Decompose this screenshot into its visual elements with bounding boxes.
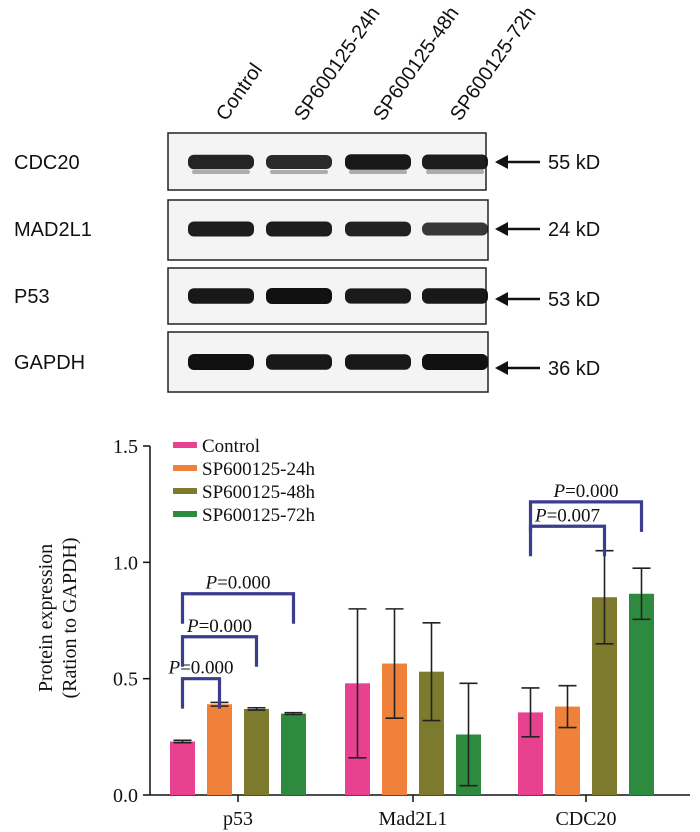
legend-label: SP600125-72h [202, 505, 315, 526]
bar [281, 713, 306, 795]
legend-label: Control [202, 436, 260, 457]
molecular-weight-label: 53 kD [548, 289, 600, 311]
p-value: =0.007 [547, 505, 600, 526]
protein-band [345, 288, 411, 304]
protein-label: P53 [14, 286, 50, 308]
bar [629, 593, 654, 795]
y-axis-label: Protein expression [35, 544, 57, 692]
significance-bracket [528, 524, 607, 557]
western-blot-panel: Control SP600125-24hSP600125-48hSP600125-… [14, 3, 600, 393]
p-value-label: P=0.000 [204, 573, 270, 594]
p-symbol: P [186, 616, 199, 637]
protein-band-minor [192, 170, 250, 174]
bar [244, 708, 269, 795]
legend-swatch [173, 442, 197, 448]
protein-band [266, 354, 332, 370]
protein-band-minor [270, 170, 328, 174]
protein-band [188, 288, 254, 304]
protein-band [345, 154, 411, 170]
protein-band [422, 354, 488, 370]
arrowhead-icon [495, 155, 508, 169]
protein-band [266, 221, 332, 237]
p-symbol: P [534, 505, 547, 526]
significance-bracket [180, 635, 259, 667]
protein-band [266, 155, 332, 169]
p-symbol: P [167, 658, 180, 679]
p-value: =0.000 [199, 616, 252, 637]
legend-swatch [173, 511, 197, 517]
x-tick-label: p53 [223, 808, 253, 830]
protein-band-minor [349, 170, 407, 174]
protein-band [188, 154, 254, 170]
protein-label: CDC20 [14, 152, 80, 174]
significance-bracket [180, 592, 296, 624]
protein-band [422, 288, 488, 304]
p-value: =0.000 [217, 573, 270, 594]
significance-bracket [528, 500, 644, 532]
arrowhead-icon [495, 361, 508, 375]
bar [207, 704, 232, 795]
protein-band [422, 222, 488, 236]
lane-label: SP600125-24h [290, 3, 385, 125]
molecular-weight-label: 36 kD [548, 358, 600, 380]
protein-band [345, 354, 411, 370]
y-tick-label: 0.5 [113, 669, 138, 691]
protein-band [188, 221, 254, 237]
y-axis-label-unit: (Ration to GAPDH) [59, 537, 81, 698]
y-tick-label: 0.0 [113, 785, 138, 807]
legend-swatch [173, 465, 197, 471]
p-value-label: P=0.007 [534, 505, 600, 526]
p-value: =0.000 [180, 658, 233, 679]
lane-label: Control [212, 59, 267, 124]
y-tick-label: 1.5 [113, 436, 138, 458]
p-symbol: P [552, 481, 565, 502]
molecular-weight-label: 55 kD [548, 152, 600, 174]
protein-label: MAD2L1 [14, 219, 92, 241]
bar-chart: Protein expression (Ration to GAPDH) 0.0… [35, 436, 690, 830]
protein-band-minor [426, 170, 484, 174]
molecular-weight-label: 24 kD [548, 219, 600, 241]
arrowhead-icon [495, 292, 508, 306]
protein-label: GAPDH [14, 352, 85, 374]
p-value-label: P=0.000 [186, 616, 252, 637]
arrowhead-icon [495, 222, 508, 236]
legend-label: SP600125-48h [202, 482, 315, 503]
significance-bracket [180, 677, 222, 709]
p-value-label: P=0.000 [552, 481, 618, 502]
lane-label: SP600125-72h [446, 3, 541, 125]
legend-label: SP600125-24h [202, 459, 315, 480]
protein-band [188, 354, 254, 370]
protein-band [422, 154, 488, 170]
bar [170, 741, 195, 795]
protein-band [345, 221, 411, 237]
p-value-label: P=0.000 [167, 658, 233, 679]
protein-band [266, 288, 332, 304]
legend-swatch [173, 488, 197, 494]
p-value: =0.000 [565, 481, 618, 502]
x-tick-label: Mad2L1 [379, 808, 448, 830]
x-tick-label: CDC20 [555, 808, 616, 830]
p-symbol: P [204, 573, 217, 594]
y-tick-label: 1.0 [113, 552, 138, 574]
